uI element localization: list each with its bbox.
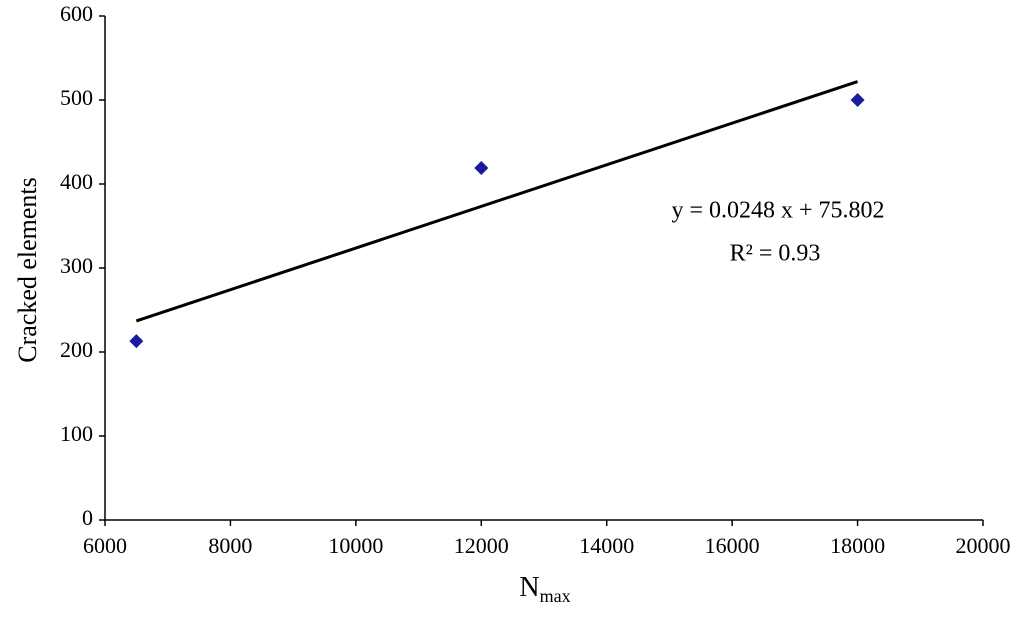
y-tick-label: 200 <box>60 337 93 362</box>
y-tick-label: 300 <box>60 253 93 278</box>
r-squared: R² = 0.93 <box>730 241 821 267</box>
y-tick-label: 0 <box>82 505 93 530</box>
x-tick-label: 12000 <box>454 533 509 558</box>
y-tick-label: 400 <box>60 169 93 194</box>
x-axis-label-sub: max <box>540 586 571 606</box>
x-tick-label: 18000 <box>830 533 885 558</box>
x-axis-label: Nmax <box>519 572 570 606</box>
y-tick-label: 600 <box>60 1 93 26</box>
y-axis-label: Cracked elements <box>13 177 42 363</box>
x-tick-label: 14000 <box>579 533 634 558</box>
x-tick-label: 6000 <box>83 533 127 558</box>
y-tick-label: 500 <box>60 85 93 110</box>
x-tick-label: 16000 <box>705 533 760 558</box>
x-tick-label: 10000 <box>328 533 383 558</box>
point <box>474 161 489 176</box>
x-tick-label: 8000 <box>208 533 252 558</box>
point <box>129 334 144 349</box>
trend-line <box>135 80 859 323</box>
x-axis-label-main: N <box>519 572 539 603</box>
x-tick-label: 20000 <box>956 533 1011 558</box>
point <box>850 93 865 107</box>
y-tick-label: 100 <box>60 421 93 446</box>
equation: y = 0.0248 x + 75.802 <box>671 198 884 224</box>
